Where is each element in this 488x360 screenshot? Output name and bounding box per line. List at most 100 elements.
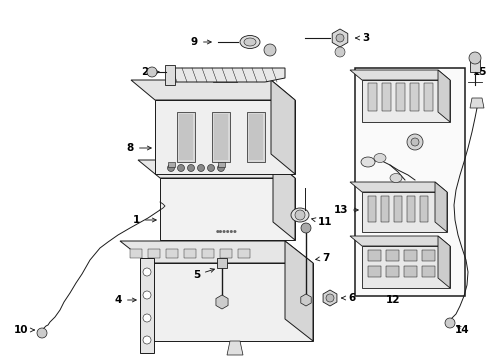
Polygon shape <box>437 236 449 288</box>
Circle shape <box>468 52 480 64</box>
Ellipse shape <box>290 208 308 222</box>
Ellipse shape <box>360 157 374 167</box>
Ellipse shape <box>244 38 256 46</box>
Circle shape <box>217 165 224 171</box>
Polygon shape <box>168 68 285 82</box>
FancyBboxPatch shape <box>393 196 401 222</box>
Text: 2: 2 <box>141 67 159 77</box>
FancyBboxPatch shape <box>130 249 142 258</box>
Polygon shape <box>131 80 294 100</box>
Polygon shape <box>349 70 449 80</box>
Circle shape <box>301 223 310 233</box>
FancyBboxPatch shape <box>220 249 231 258</box>
FancyBboxPatch shape <box>367 266 380 277</box>
Circle shape <box>406 134 422 150</box>
FancyBboxPatch shape <box>168 162 175 167</box>
Polygon shape <box>361 80 449 122</box>
FancyBboxPatch shape <box>202 249 214 258</box>
Ellipse shape <box>240 36 260 49</box>
FancyBboxPatch shape <box>419 196 427 222</box>
Polygon shape <box>155 100 294 174</box>
Polygon shape <box>361 192 446 232</box>
Circle shape <box>197 165 204 171</box>
FancyBboxPatch shape <box>421 266 434 277</box>
Text: 15: 15 <box>471 67 486 77</box>
FancyBboxPatch shape <box>354 68 464 296</box>
Polygon shape <box>349 236 449 246</box>
Text: 6: 6 <box>341 293 354 303</box>
Text: 13: 13 <box>333 205 358 215</box>
FancyBboxPatch shape <box>385 266 398 277</box>
Polygon shape <box>361 246 449 288</box>
Circle shape <box>335 34 343 42</box>
FancyBboxPatch shape <box>213 72 237 82</box>
Polygon shape <box>160 178 294 240</box>
Polygon shape <box>349 182 446 192</box>
Text: 4: 4 <box>114 295 136 305</box>
Circle shape <box>177 165 184 171</box>
Circle shape <box>167 165 174 171</box>
FancyBboxPatch shape <box>218 162 224 167</box>
Polygon shape <box>469 98 483 108</box>
Circle shape <box>142 291 151 299</box>
FancyBboxPatch shape <box>403 250 416 261</box>
Polygon shape <box>272 160 294 240</box>
Text: 10: 10 <box>14 325 34 335</box>
Text: 5: 5 <box>192 269 214 280</box>
Text: 7: 7 <box>315 253 329 263</box>
FancyBboxPatch shape <box>217 258 226 268</box>
FancyBboxPatch shape <box>395 83 404 111</box>
Polygon shape <box>469 60 479 72</box>
FancyBboxPatch shape <box>380 196 388 222</box>
FancyBboxPatch shape <box>403 266 416 277</box>
FancyBboxPatch shape <box>421 250 434 261</box>
Circle shape <box>334 47 345 57</box>
Polygon shape <box>138 160 294 178</box>
FancyBboxPatch shape <box>165 249 178 258</box>
Polygon shape <box>148 263 312 341</box>
Polygon shape <box>270 80 294 174</box>
Circle shape <box>142 268 151 276</box>
FancyBboxPatch shape <box>246 112 264 162</box>
Polygon shape <box>285 241 312 341</box>
FancyBboxPatch shape <box>179 114 193 160</box>
FancyBboxPatch shape <box>177 112 195 162</box>
Text: 11: 11 <box>311 217 332 227</box>
Circle shape <box>410 138 418 146</box>
Circle shape <box>142 314 151 322</box>
FancyBboxPatch shape <box>183 249 196 258</box>
Circle shape <box>187 165 194 171</box>
FancyBboxPatch shape <box>148 249 160 258</box>
Circle shape <box>147 67 157 77</box>
Polygon shape <box>164 65 175 85</box>
Text: 12: 12 <box>385 295 400 305</box>
FancyBboxPatch shape <box>367 250 380 261</box>
Circle shape <box>294 210 305 220</box>
FancyBboxPatch shape <box>140 258 154 353</box>
FancyBboxPatch shape <box>409 83 418 111</box>
FancyBboxPatch shape <box>423 83 432 111</box>
FancyBboxPatch shape <box>367 83 376 111</box>
Text: ●●●●●●: ●●●●●● <box>216 230 237 234</box>
FancyBboxPatch shape <box>385 250 398 261</box>
Circle shape <box>444 318 454 328</box>
FancyBboxPatch shape <box>406 196 414 222</box>
Polygon shape <box>226 341 243 355</box>
Polygon shape <box>120 241 312 263</box>
Circle shape <box>264 44 275 56</box>
Text: 8: 8 <box>126 143 151 153</box>
FancyBboxPatch shape <box>214 114 227 160</box>
Circle shape <box>325 294 333 302</box>
Ellipse shape <box>389 174 401 183</box>
Polygon shape <box>437 70 449 122</box>
Text: 3: 3 <box>355 33 368 43</box>
FancyBboxPatch shape <box>238 249 249 258</box>
Text: 1: 1 <box>132 215 156 225</box>
FancyBboxPatch shape <box>367 196 375 222</box>
Circle shape <box>142 336 151 344</box>
Text: 9: 9 <box>190 37 211 47</box>
Circle shape <box>37 328 47 338</box>
Circle shape <box>207 165 214 171</box>
FancyBboxPatch shape <box>248 114 263 160</box>
Ellipse shape <box>373 153 385 162</box>
